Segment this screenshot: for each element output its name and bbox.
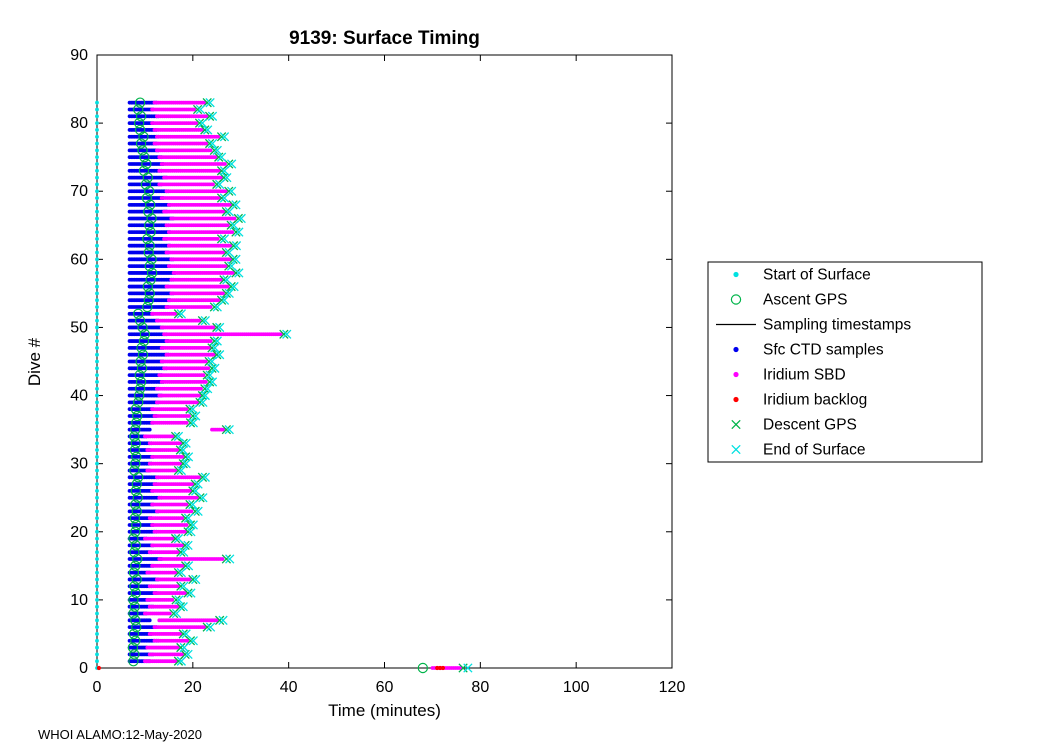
x-axis-label: Time (minutes)	[328, 701, 441, 720]
legend-label-end-of-surface: End of Surface	[763, 442, 866, 459]
legend-marker-iridium-sbd-icon	[733, 371, 739, 378]
x-tick-label: 20	[184, 679, 202, 696]
chart-title: 9139: Surface Timing	[289, 28, 480, 49]
axes: 0 20 40 60 80 100 120 0 10 20 30 40 50 60 70 80 90	[70, 47, 685, 696]
series-ascent-gps	[127, 97, 429, 674]
legend-marker-descent-gps-icon	[731, 419, 741, 430]
legend-item-sampling-timestamps: Sampling timestamps	[716, 317, 911, 334]
legend-marker-end-of-surface-icon	[731, 444, 741, 455]
x-tick-label: 100	[563, 679, 590, 696]
legend-marker-sfc-ctd-samples-icon	[733, 346, 739, 353]
x-tick-label: 40	[280, 679, 298, 696]
legend-label-iridium-sbd: Iridium SBD	[763, 367, 846, 384]
y-axis-label-wrap: Dive #	[18, 55, 52, 668]
y-tick-label: 60	[70, 251, 88, 268]
legend-item-iridium-backlog: Iridium backlog	[733, 392, 867, 409]
legend-marker-iridium-backlog-icon	[733, 396, 739, 403]
y-tick-label: 40	[70, 388, 88, 405]
legend-label-start-of-surface: Start of Surface	[763, 267, 871, 284]
y-tick-label: 50	[70, 319, 88, 336]
y-tick-label: 90	[70, 47, 88, 64]
legend-label-descent-gps: Descent GPS	[763, 417, 857, 434]
series-end-of-surface	[171, 98, 473, 673]
series-iridium-sbd	[143, 100, 464, 670]
legend-box	[707, 261, 983, 463]
x-tick-label: 120	[659, 679, 686, 696]
series-start-of-surface	[95, 100, 99, 670]
legend-item-sfc-ctd-samples: Sfc CTD samples	[733, 342, 884, 359]
legend-item-iridium-sbd: Iridium SBD	[733, 367, 846, 384]
y-axis-label: Dive #	[25, 337, 44, 386]
legend: Start of Surface Ascent GPS Sampling times…	[707, 261, 983, 463]
legend-label-iridium-backlog: Iridium backlog	[763, 392, 867, 409]
footer-text: WHOI ALAMO:12-May-2020	[38, 727, 202, 742]
x-tick-label: 60	[376, 679, 394, 696]
legend-item-descent-gps: Descent GPS	[731, 417, 857, 434]
legend-item-start-of-surface: Start of Surface	[733, 267, 871, 284]
y-tick-label: 0	[79, 660, 88, 677]
legend-item-ascent-gps: Ascent GPS	[730, 292, 847, 309]
y-tick-label: 10	[70, 592, 88, 609]
y-tick-label: 80	[70, 115, 88, 132]
y-tick-label: 30	[70, 456, 88, 473]
legend-label-sampling-timestamps: Sampling timestamps	[763, 317, 911, 334]
y-tick-label: 70	[70, 183, 88, 200]
legend-label-ascent-gps: Ascent GPS	[763, 292, 847, 309]
y-tick-label: 20	[70, 524, 88, 541]
series-iridium-backlog	[96, 665, 446, 671]
legend-marker-ascent-gps-icon	[730, 294, 742, 305]
legend-label-sfc-ctd-samples: Sfc CTD samples	[763, 342, 884, 359]
legend-item-end-of-surface: End of Surface	[731, 442, 866, 459]
x-tick-label: 80	[471, 679, 489, 696]
x-tick-label: 0	[93, 679, 102, 696]
legend-marker-start-of-surface-icon	[733, 271, 739, 278]
